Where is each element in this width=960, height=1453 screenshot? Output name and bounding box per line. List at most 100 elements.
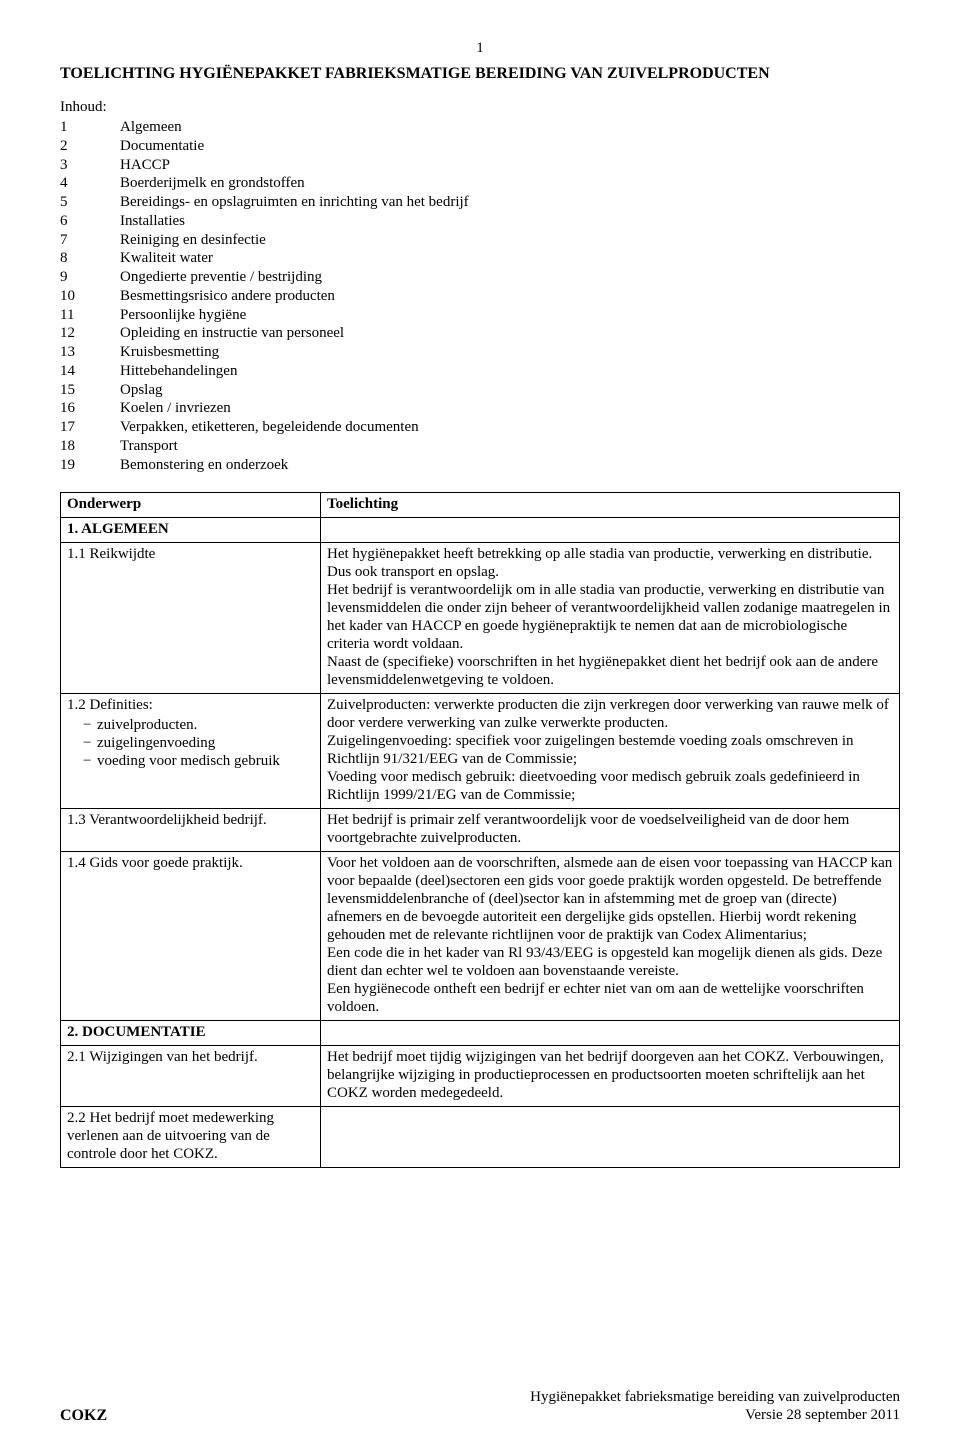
empty-cell [321, 1021, 900, 1046]
toc-item: 11Persoonlijke hygiëne [60, 306, 900, 325]
table-header-row: Onderwerp Toelichting [61, 493, 900, 518]
row-1-4-left: 1.4 Gids voor goede praktijk. [61, 852, 321, 1021]
toc-text: Hittebehandelingen [120, 362, 900, 381]
toc-text: Kruisbesmetting [120, 343, 900, 362]
toc-num: 8 [60, 249, 120, 268]
toc-text: Ongedierte preventie / bestrijding [120, 268, 900, 287]
section-1-heading: 1. ALGEMEEN [61, 518, 321, 543]
toc-num: 11 [60, 306, 120, 325]
toc-num: 14 [60, 362, 120, 381]
definition-list: zuivelproducten. zuigelingenvoeding voed… [67, 716, 314, 770]
toc-text: Transport [120, 437, 900, 456]
row-2-1-right: Het bedrijf moet tijdig wijzigingen van … [321, 1046, 900, 1107]
toc-num: 18 [60, 437, 120, 456]
toc-item: 9Ongedierte preventie / bestrijding [60, 268, 900, 287]
toc-num: 12 [60, 324, 120, 343]
toc-num: 7 [60, 231, 120, 250]
toc-num: 19 [60, 456, 120, 475]
toc-text: Koelen / invriezen [120, 399, 900, 418]
row-1-4: 1.4 Gids voor goede praktijk. Voor het v… [61, 852, 900, 1021]
row-2-2-right [321, 1107, 900, 1168]
toc-text: Boerderijmelk en grondstoffen [120, 174, 900, 193]
definition-item: voeding voor medisch gebruik [83, 752, 314, 770]
row-1-1-right: Het hygiënepakket heeft betrekking op al… [321, 543, 900, 694]
col-header-onderwerp: Onderwerp [61, 493, 321, 518]
toc-item: 2Documentatie [60, 137, 900, 156]
content-table: Onderwerp Toelichting 1. ALGEMEEN 1.1 Re… [60, 492, 900, 1168]
toc-text: Besmettingsrisico andere producten [120, 287, 900, 306]
row-1-2-title: 1.2 Definities: [67, 697, 153, 713]
row-1-3: 1.3 Verantwoordelijkheid bedrijf. Het be… [61, 809, 900, 852]
section-2-heading: 2. DOCUMENTATIE [61, 1021, 321, 1046]
toc-item: 7Reiniging en desinfectie [60, 231, 900, 250]
footer-version: Versie 28 september 2011 [530, 1406, 900, 1425]
toc-text: Installaties [120, 212, 900, 231]
row-2-1-left: 2.1 Wijzigingen van het bedrijf. [61, 1046, 321, 1107]
toc-num: 4 [60, 174, 120, 193]
toc-num: 6 [60, 212, 120, 231]
toc-text: Opslag [120, 381, 900, 400]
toc-list: 1Algemeen 2Documentatie 3HACCP 4Boerderi… [60, 118, 900, 474]
row-2-2: 2.2 Het bedrijf moet medewerking verlene… [61, 1107, 900, 1168]
toc-num: 1 [60, 118, 120, 137]
row-1-2-left: 1.2 Definities: zuivelproducten. zuigeli… [61, 694, 321, 809]
toc-text: Bemonstering en onderzoek [120, 456, 900, 475]
toc-item: 4Boerderijmelk en grondstoffen [60, 174, 900, 193]
toc-text: Opleiding en instructie van personeel [120, 324, 900, 343]
empty-cell [321, 518, 900, 543]
toc-item: 16Koelen / invriezen [60, 399, 900, 418]
row-1-3-left: 1.3 Verantwoordelijkheid bedrijf. [61, 809, 321, 852]
toc-num: 9 [60, 268, 120, 287]
page-number: 1 [60, 40, 900, 57]
toc-item: 15Opslag [60, 381, 900, 400]
toc-item: 3HACCP [60, 156, 900, 175]
row-2-1: 2.1 Wijzigingen van het bedrijf. Het bed… [61, 1046, 900, 1107]
toc-num: 3 [60, 156, 120, 175]
toc-text: Algemeen [120, 118, 900, 137]
toc-text: Verpakken, etiketteren, begeleidende doc… [120, 418, 900, 437]
row-1-4-right: Voor het voldoen aan de voorschriften, a… [321, 852, 900, 1021]
toc-item: 13Kruisbesmetting [60, 343, 900, 362]
definition-item: zuigelingenvoeding [83, 734, 314, 752]
toc-text: HACCP [120, 156, 900, 175]
toc-num: 10 [60, 287, 120, 306]
toc-item: 6Installaties [60, 212, 900, 231]
toc-num: 2 [60, 137, 120, 156]
col-header-toelichting: Toelichting [321, 493, 900, 518]
toc-text: Documentatie [120, 137, 900, 156]
page-footer: COKZ Hygiënepakket fabrieksmatige bereid… [60, 1388, 900, 1426]
row-1-1: 1.1 Reikwijdte Het hygiënepakket heeft b… [61, 543, 900, 694]
toc-item: 12Opleiding en instructie van personeel [60, 324, 900, 343]
toc-item: 19Bemonstering en onderzoek [60, 456, 900, 475]
toc-item: 14Hittebehandelingen [60, 362, 900, 381]
toc-item: 10Besmettingsrisico andere producten [60, 287, 900, 306]
row-1-1-left: 1.1 Reikwijdte [61, 543, 321, 694]
footer-right: Hygiënepakket fabrieksmatige bereiding v… [530, 1388, 900, 1426]
toc-item: 18Transport [60, 437, 900, 456]
definition-item: zuivelproducten. [83, 716, 314, 734]
section-1-heading-row: 1. ALGEMEEN [61, 518, 900, 543]
toc-text: Reiniging en desinfectie [120, 231, 900, 250]
toc-item: 8Kwaliteit water [60, 249, 900, 268]
toc-text: Kwaliteit water [120, 249, 900, 268]
toc-num: 16 [60, 399, 120, 418]
row-1-2-right: Zuivelproducten: verwerkte producten die… [321, 694, 900, 809]
toc-text: Persoonlijke hygiëne [120, 306, 900, 325]
document-page: 1 TOELICHTING HYGIËNEPAKKET FABRIEKSMATI… [0, 0, 960, 1453]
section-2-heading-row: 2. DOCUMENTATIE [61, 1021, 900, 1046]
footer-left: COKZ [60, 1407, 107, 1425]
toc-text: Bereidings- en opslagruimten en inrichti… [120, 193, 900, 212]
toc-item: 17Verpakken, etiketteren, begeleidende d… [60, 418, 900, 437]
toc-num: 13 [60, 343, 120, 362]
toc-num: 5 [60, 193, 120, 212]
toc-num: 17 [60, 418, 120, 437]
toc-item: 1Algemeen [60, 118, 900, 137]
toc-num: 15 [60, 381, 120, 400]
toc-item: 5Bereidings- en opslagruimten en inricht… [60, 193, 900, 212]
page-title: TOELICHTING HYGIËNEPAKKET FABRIEKSMATIGE… [60, 65, 900, 83]
row-1-3-right: Het bedrijf is primair zelf verantwoorde… [321, 809, 900, 852]
row-2-2-left: 2.2 Het bedrijf moet medewerking verlene… [61, 1107, 321, 1168]
row-1-2: 1.2 Definities: zuivelproducten. zuigeli… [61, 694, 900, 809]
footer-doc-title: Hygiënepakket fabrieksmatige bereiding v… [530, 1388, 900, 1407]
toc-heading: Inhoud: [60, 99, 900, 116]
